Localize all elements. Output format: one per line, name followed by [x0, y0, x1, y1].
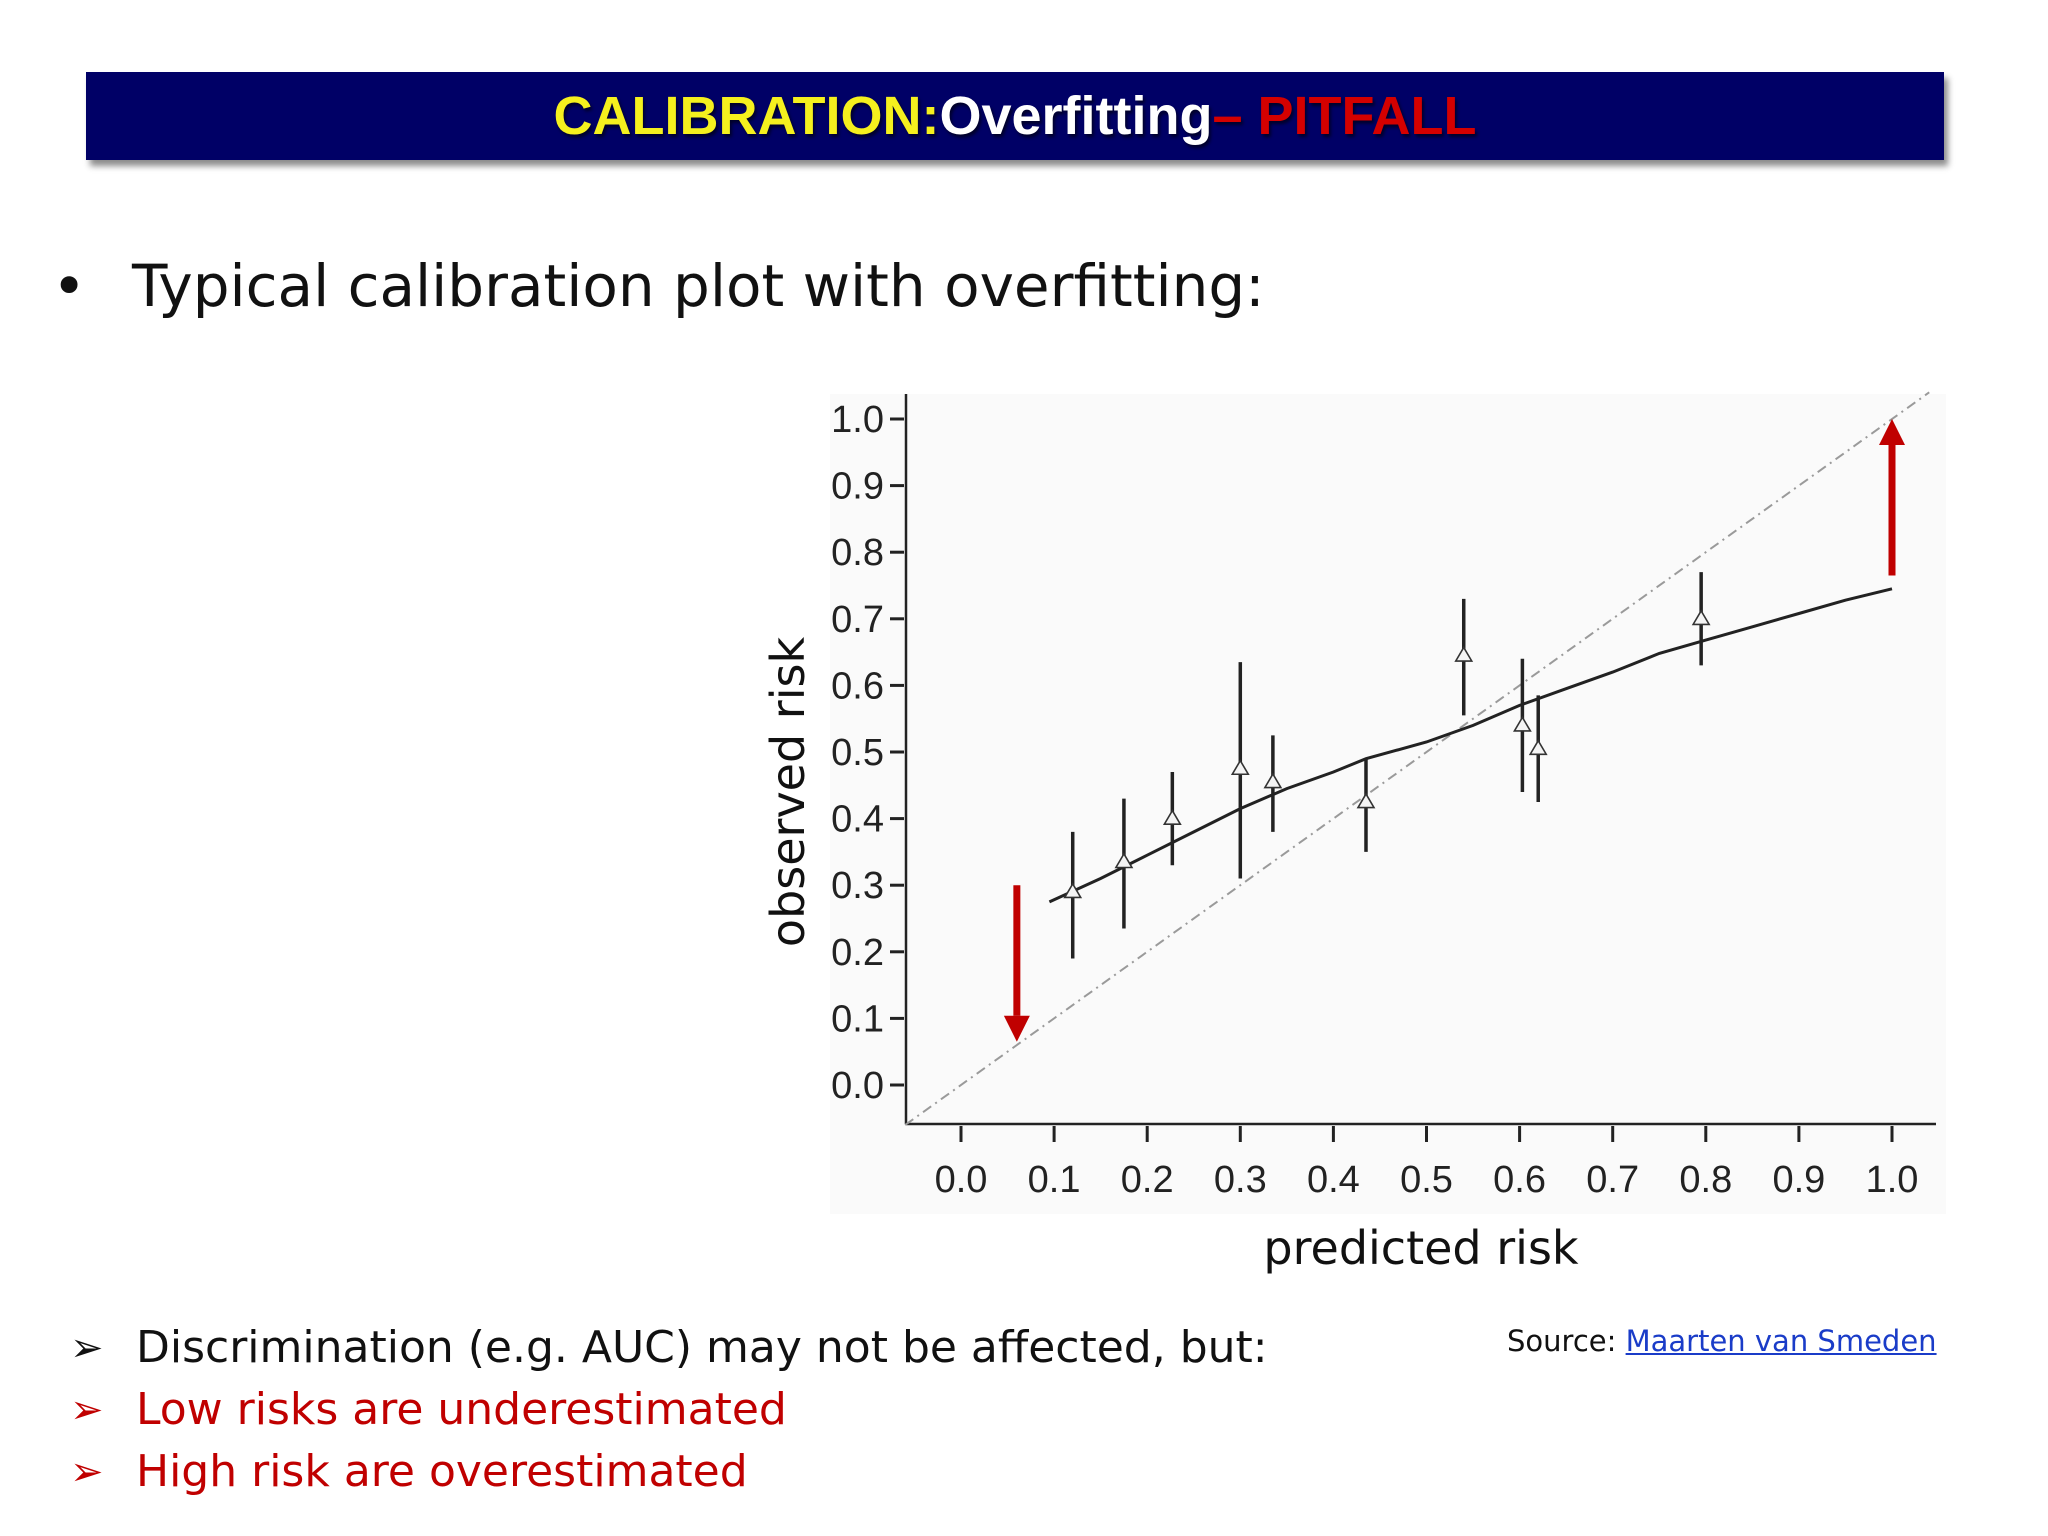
arrow-up-head [1879, 419, 1905, 445]
list-item-text: Low risks are underestimated [136, 1384, 787, 1435]
y-tick-label: 1.0 [831, 399, 884, 441]
bottom-list: ➢ Discrimination (e.g. AUC) may not be a… [70, 1317, 1268, 1503]
data-point-triangle [1528, 739, 1548, 756]
y-tick-label: 0.6 [831, 665, 884, 707]
x-tick-label: 0.7 [1586, 1159, 1639, 1201]
calibration-plot-svg: 0.0 0.1 0.2 0.3 0.4 0.5 0.6 0.7 0.8 0.9 1.0 0.0 0.1 0… [761, 391, 1946, 1275]
x-tick-label: 0.5 [1400, 1159, 1453, 1201]
list-item-text: High risk are overestimated [136, 1446, 748, 1497]
calibration-curve [1048, 587, 1893, 904]
source-link[interactable]: Maarten van Smeden [1625, 1324, 1937, 1358]
data-point-triangle [1162, 809, 1182, 826]
x-axis-label: predicted risk [1263, 1221, 1578, 1275]
list-item: ➢ Discrimination (e.g. AUC) may not be a… [70, 1317, 1268, 1379]
y-tick-label: 0.4 [831, 799, 884, 841]
reference-diagonal-line [904, 391, 1930, 1126]
data-point-triangle [1230, 759, 1250, 776]
y-tick-label: 0.2 [831, 932, 884, 974]
title-part-calibration: CALIBRATION: [553, 86, 940, 146]
y-axis-label: observed risk [761, 637, 815, 948]
source-citation: Source: Maarten van Smeden [1507, 1322, 1937, 1360]
list-marker-icon: ➢ [70, 1325, 104, 1371]
y-tick-label: 0.5 [831, 732, 884, 774]
x-tick-label: 0.3 [1214, 1159, 1267, 1201]
y-tick-label: 0.0 [831, 1065, 884, 1107]
main-bullet: • Typical calibration plot with overfitti… [52, 248, 1265, 324]
title-part-overfitting: Overfitting [939, 86, 1213, 146]
list-marker-icon: ➢ [70, 1449, 104, 1495]
x-tick-label: 0.2 [1121, 1159, 1174, 1201]
plot-background [830, 394, 1946, 1214]
list-item: ➢ High risk are overestimated [70, 1441, 1268, 1503]
data-point-triangle [1454, 645, 1474, 662]
title-part-pitfall: – PITFALL [1212, 86, 1477, 146]
y-tick-label: 0.7 [831, 599, 884, 641]
y-tick-label: 0.1 [831, 998, 884, 1040]
x-tick-label: 1.0 [1866, 1159, 1919, 1201]
arrow-down-head [1003, 1015, 1030, 1042]
x-tick-label: 0.0 [935, 1159, 988, 1201]
calibration-chart: 0.0 0.1 0.2 0.3 0.4 0.5 0.6 0.7 0.8 0.9 1.0 0.0 0.1 0… [756, 384, 1946, 1290]
list-marker-icon: ➢ [70, 1387, 104, 1433]
y-tick-label: 0.3 [831, 865, 884, 907]
data-point-triangle [1263, 772, 1283, 789]
data-point-triangle [1114, 852, 1134, 869]
data-point-triangle [1512, 715, 1532, 732]
bullet-marker: • [52, 252, 87, 320]
x-tick-label: 0.8 [1679, 1159, 1732, 1201]
x-tick-label: 0.1 [1028, 1159, 1081, 1201]
title-banner: CALIBRATION: Overfitting – PITFALL [86, 72, 1944, 160]
list-item: ➢ Low risks are underestimated [70, 1379, 1268, 1441]
y-tick-label: 0.9 [831, 466, 884, 508]
data-point-triangle [1691, 609, 1711, 626]
x-tick-label: 0.4 [1307, 1159, 1360, 1201]
y-tick-label: 0.8 [831, 532, 884, 574]
x-tick-label: 0.9 [1772, 1159, 1825, 1201]
data-point-triangle [1356, 792, 1376, 809]
data-point-triangle [1063, 882, 1083, 899]
main-bullet-text: Typical calibration plot with overfittin… [132, 252, 1265, 320]
source-label: Source: [1507, 1324, 1626, 1358]
x-tick-label: 0.6 [1493, 1159, 1546, 1201]
list-item-text: Discrimination (e.g. AUC) may not be aff… [136, 1322, 1268, 1373]
